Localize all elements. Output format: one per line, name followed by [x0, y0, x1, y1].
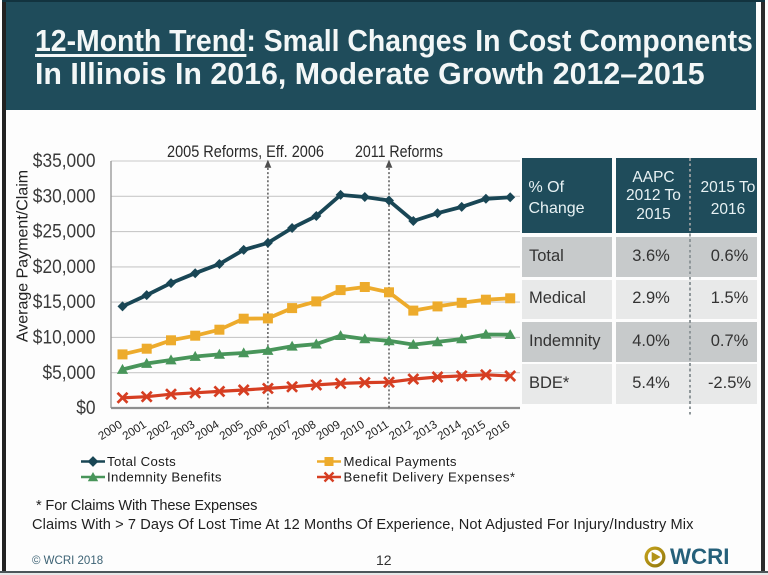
- svg-text:2000: 2000: [96, 418, 125, 443]
- svg-text:2013: 2013: [411, 418, 440, 443]
- svg-text:Total Costs: Total Costs: [107, 454, 176, 469]
- svg-text:2005: 2005: [217, 418, 246, 443]
- svg-text:2003: 2003: [169, 418, 198, 443]
- svg-text:Medical Payments: Medical Payments: [344, 454, 457, 469]
- svg-text:2004: 2004: [193, 418, 222, 443]
- svg-text:2014: 2014: [435, 418, 464, 443]
- svg-text:Indemnity Benefits: Indemnity Benefits: [107, 469, 222, 484]
- svg-text:2002: 2002: [144, 418, 173, 443]
- svg-text:$25,000: $25,000: [33, 222, 96, 243]
- svg-text:2008: 2008: [290, 418, 319, 443]
- svg-text:$5,000: $5,000: [43, 363, 96, 384]
- svg-text:2009: 2009: [314, 418, 343, 443]
- svg-text:$20,000: $20,000: [33, 257, 96, 278]
- svg-text:$15,000: $15,000: [33, 292, 96, 313]
- svg-text:2011 Reforms: 2011 Reforms: [355, 143, 443, 161]
- svg-text:$35,000: $35,000: [33, 151, 96, 172]
- svg-text:2005 Reforms, Eff. 2006: 2005 Reforms, Eff. 2006: [167, 143, 324, 161]
- svg-text:2016: 2016: [484, 418, 513, 443]
- svg-text:$0: $0: [76, 398, 95, 419]
- svg-text:2011: 2011: [363, 418, 391, 442]
- svg-text:$10,000: $10,000: [33, 328, 96, 349]
- svg-text:2010: 2010: [338, 418, 367, 443]
- svg-text:$30,000: $30,000: [33, 186, 96, 207]
- svg-text:Average Payment/Claim: Average Payment/Claim: [15, 170, 32, 342]
- svg-text:2006: 2006: [241, 418, 270, 443]
- svg-text:2007: 2007: [266, 418, 295, 443]
- svg-text:2015: 2015: [459, 418, 488, 443]
- svg-text:2012: 2012: [387, 418, 416, 443]
- svg-text:Benefit Delivery Expenses*: Benefit Delivery Expenses*: [344, 469, 516, 484]
- svg-text:2001: 2001: [120, 418, 149, 443]
